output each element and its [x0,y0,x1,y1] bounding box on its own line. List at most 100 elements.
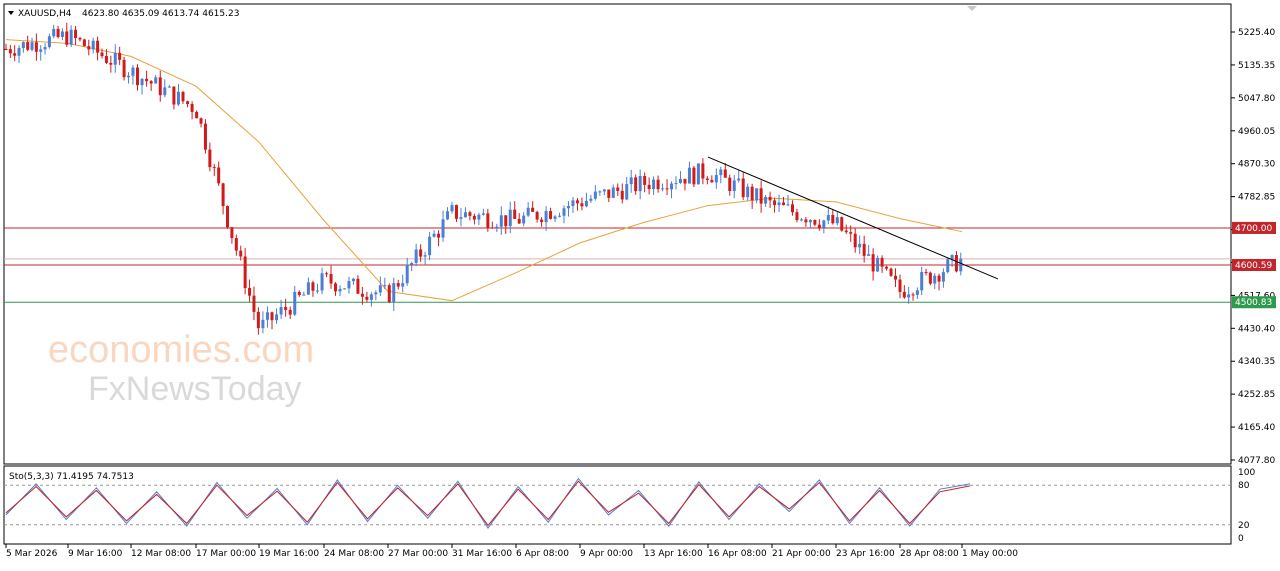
candle-body [513,209,517,219]
y-tick-label-3: 4960.05 [1238,127,1275,137]
candle-body [4,48,8,50]
candle-body [571,200,575,207]
candle-body [190,103,194,112]
candle-body [56,28,60,38]
candle-body [723,169,727,178]
candle-body [65,31,69,45]
candle-body [894,275,898,280]
candle-body [334,283,338,292]
candle-body [279,307,283,315]
candle-body [593,191,597,199]
stoch-series-1 [5,480,971,527]
candle-body [47,36,51,48]
candle-body [535,211,539,220]
candle-body [39,49,43,52]
candle-body [288,309,292,315]
candle-body [580,203,584,207]
candle-body [284,307,288,310]
candle-body [410,262,414,265]
candle-body [104,56,108,63]
dropdown-triangle-icon[interactable] [8,11,14,15]
x-tick-label-8: 6 Apr 08:00 [516,549,569,559]
candle-body [911,294,915,296]
candle-body [78,38,82,40]
candle-body [195,111,199,119]
candle-body [306,282,310,295]
level-tag-text-2: 4500.83 [1235,298,1272,308]
candle-body [526,207,530,216]
candle-body [490,227,494,229]
x-tick-label-5: 24 Mar 08:00 [324,549,384,559]
x-tick-label-2: 12 Mar 08:00 [131,549,191,559]
candles-layer [4,22,963,335]
candle-body [508,209,512,227]
candle-body [558,215,562,217]
candle-body [835,217,839,224]
candle-body [181,91,185,102]
candle-body [589,198,593,201]
watermark-economies: economies.com [48,329,314,371]
candle-body [750,186,754,201]
candle-body [840,217,844,231]
candle-body [920,272,924,291]
candle-body [867,254,871,256]
candle-body [933,275,937,284]
y-tick-label-10: 4340.35 [1238,357,1275,367]
level-tag-0 [1232,221,1276,234]
candle-body [396,283,400,287]
candle-body [428,236,432,256]
candle-body [176,91,180,105]
candle-body [950,255,954,260]
candle-body [87,46,91,50]
candle-body [261,319,265,329]
candle-body [813,220,817,225]
moving-average-layer [5,39,963,302]
candle-body [297,291,301,295]
y-tick-label-4: 4870.30 [1238,160,1275,170]
candle-body [629,177,633,185]
x-tick-label-0: 5 Mar 2026 [6,549,58,559]
candle-body [674,182,678,184]
candle-body [265,312,269,320]
x-tick-label-3: 17 Mar 00:00 [196,549,256,559]
candle-body [432,233,436,237]
candle-body [782,202,786,206]
candle-body [463,212,467,218]
candle-body [562,208,566,216]
candle-body [549,211,553,219]
candle-body [239,250,243,257]
candle-body [405,264,409,284]
candle-body [369,294,373,300]
candle-body [598,191,602,193]
candle-body [656,179,660,190]
candle-body [616,187,620,191]
candle-body [907,294,911,298]
candle-body [602,189,606,192]
x-tick-label-6: 27 Mar 00:00 [388,549,448,559]
candle-body [732,180,736,192]
candle-body [163,87,167,96]
candle-body [316,290,319,292]
candle-body [817,224,821,228]
candle-body [941,272,945,282]
candle-body [826,215,830,221]
candle-body [392,283,396,302]
y-tick-label-13: 4077.80 [1238,456,1275,466]
candle-body [378,285,382,293]
time-axis: 5 Mar 2026 9 Mar 16:00 12 Mar 08:00 17 Mar … [5,544,1018,559]
candle-body [790,204,794,213]
candle-body [351,278,355,282]
candle-body [302,294,306,296]
candle-body [768,196,772,201]
candle-body [773,200,777,206]
shift-marker-icon[interactable] [967,6,977,11]
stochastic-layer: 100 80 20 0 [4,468,1255,544]
candle-body [356,278,360,294]
y-tick-label-0: 5225.40 [1238,28,1275,38]
candle-body [705,178,709,180]
candle-body [109,62,113,65]
candle-body [118,52,122,60]
stoch-tick-label-3: 0 [1238,534,1244,544]
candle-body [477,214,481,220]
candle-body [140,78,144,86]
